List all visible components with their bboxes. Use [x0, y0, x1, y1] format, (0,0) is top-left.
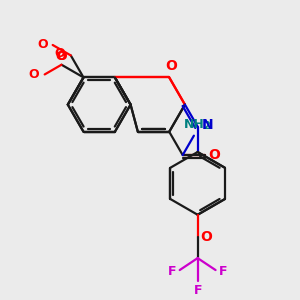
Text: 2: 2	[203, 121, 210, 131]
Text: NH: NH	[184, 118, 204, 131]
Text: O: O	[201, 230, 212, 244]
Text: N: N	[202, 118, 214, 132]
Text: F: F	[168, 265, 177, 278]
Text: O: O	[56, 50, 66, 63]
Text: O: O	[38, 38, 48, 52]
Text: F: F	[219, 265, 227, 278]
Text: O: O	[208, 148, 220, 162]
Text: O: O	[165, 59, 177, 73]
Text: O: O	[55, 47, 65, 60]
Text: O: O	[56, 50, 67, 63]
Text: O: O	[28, 68, 39, 81]
Text: F: F	[194, 284, 202, 296]
